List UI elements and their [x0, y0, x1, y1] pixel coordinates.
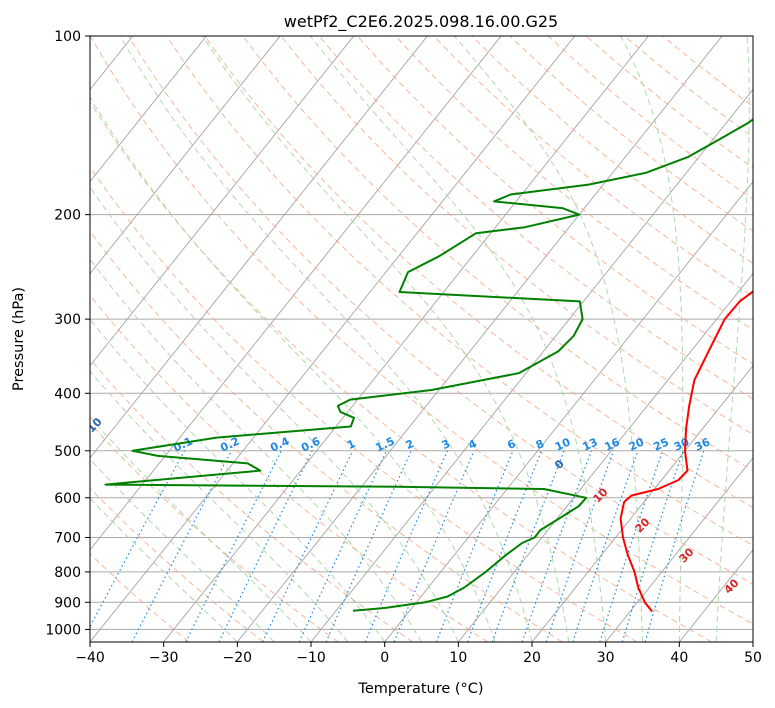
moist-adiabat	[90, 318, 386, 642]
isotherm	[90, 36, 428, 459]
x-axis-ticks: −40 −30 −20 −10 0 10 20 30 40 50	[75, 642, 762, 666]
dry-adiabat	[357, 36, 753, 365]
plot-frame	[89, 35, 754, 643]
chart-title: wetPf2_C2E6.2025.098.16.00.G25	[284, 12, 558, 32]
x-tick-label: 50	[744, 650, 762, 666]
moist-adiabat	[90, 258, 422, 642]
x-tick-label: 0	[380, 650, 389, 666]
moist-adiabat	[90, 497, 238, 642]
dry-adiabat	[90, 36, 753, 625]
moist-adiabat	[201, 36, 570, 642]
y-tick-label: 300	[54, 312, 81, 328]
isotherm	[605, 457, 753, 642]
moist-adiabat	[310, 36, 607, 642]
y-axis-ticks: 100 200 300 400 500 600 700 800 900 1000	[45, 29, 90, 638]
dry-adiabat	[90, 100, 712, 642]
mixing-ratio-label: 36	[693, 435, 713, 453]
mixing-ratio-label: 25	[651, 435, 670, 453]
moist-adiabat	[90, 370, 349, 642]
sounding-line	[104, 118, 753, 612]
moist-adiabat	[90, 186, 459, 642]
mixing-ratio-line	[572, 450, 639, 642]
dry-adiabat	[318, 36, 753, 400]
mixing-ratio-label: 13	[580, 436, 599, 454]
isotherm	[90, 36, 355, 367]
isotherm	[458, 273, 753, 642]
y-tick-label: 600	[54, 491, 81, 507]
x-tick-label: 20	[523, 650, 541, 666]
y-tick-label: 800	[54, 565, 81, 581]
mixing-ratio-line	[621, 450, 684, 642]
moist-adiabat	[90, 458, 275, 642]
y-tick-label: 100	[54, 29, 81, 45]
dry-adiabat	[166, 36, 753, 547]
mixing-ratio-line	[262, 450, 354, 642]
x-tick-label: −40	[75, 650, 105, 666]
sounding-line	[619, 290, 753, 613]
moist-adiabat	[620, 36, 684, 642]
dry-adiabat	[395, 36, 753, 331]
isotherm	[90, 36, 281, 275]
moist-adiabats	[90, 36, 750, 642]
isotherm	[90, 36, 502, 551]
sounding-series	[104, 118, 753, 613]
y-tick-label: 1000	[45, 622, 81, 638]
moist-adiabat	[119, 36, 533, 642]
y-tick-label: 900	[54, 595, 81, 611]
y-tick-label: 200	[54, 208, 81, 224]
mixing-ratio-line	[466, 450, 543, 642]
moist-adiabat	[453, 36, 643, 642]
mixing-ratio-line	[491, 450, 565, 642]
mixing-ratio-label: 20	[627, 435, 647, 453]
x-tick-label: −10	[296, 650, 326, 666]
x-tick-label: 30	[597, 650, 615, 666]
skewed-isotherms	[90, 36, 753, 642]
mixing-ratio-line	[298, 450, 388, 642]
moist-adiabat	[715, 36, 750, 642]
mixing-ratio-line	[218, 450, 313, 642]
mixing-ratio-line	[90, 450, 186, 628]
dry-adiabat	[204, 36, 753, 509]
mixing-ratio-line	[644, 450, 705, 642]
isotherm	[237, 36, 723, 642]
x-axis-title: Temperature (°C)	[357, 681, 483, 697]
isotherm	[163, 36, 649, 642]
x-tick-label: −20	[223, 650, 253, 666]
y-axis-title: Pressure (hPa)	[11, 287, 27, 391]
mixing-ratio-label: 16	[603, 435, 623, 453]
dry-adiabat	[433, 36, 753, 298]
isotherm	[90, 36, 207, 183]
y-tick-label: 700	[54, 531, 81, 547]
plot-area: 0.10.20.40.611.52346810131620253036-100-…	[90, 36, 753, 642]
mixing-ratio-lines	[90, 450, 705, 642]
mixing-ratio-label: 10	[553, 435, 573, 453]
mixing-ratio-line	[131, 450, 232, 642]
dry-adiabat	[128, 36, 753, 585]
dry-adiabat	[90, 358, 414, 642]
y-tick-label: 500	[54, 444, 81, 460]
mixing-ratio-line	[599, 450, 664, 642]
x-tick-label: −30	[149, 650, 179, 666]
x-tick-label: 10	[449, 650, 467, 666]
isotherm	[384, 180, 753, 642]
isotherm	[531, 365, 753, 642]
mixing-ratio-label: 30	[672, 435, 692, 453]
x-tick-label: 40	[670, 650, 688, 666]
y-tick-label: 400	[54, 386, 81, 402]
dry-adiabat	[90, 552, 190, 642]
